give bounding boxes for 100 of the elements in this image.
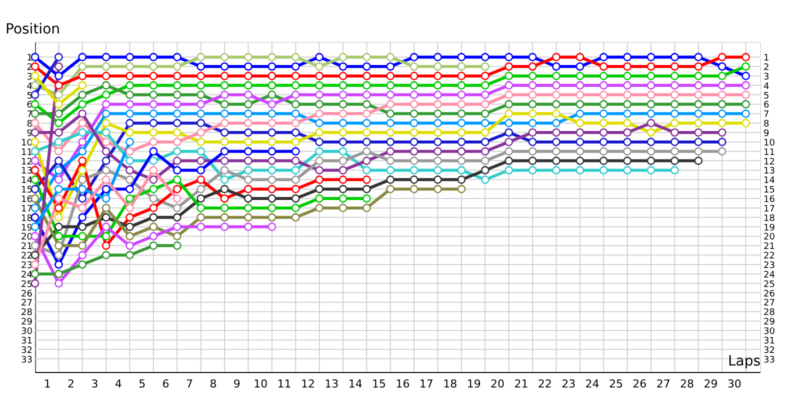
point — [694, 62, 703, 71]
point — [196, 128, 206, 137]
point — [54, 204, 63, 212]
point — [670, 166, 679, 174]
point — [268, 204, 276, 212]
point — [434, 72, 442, 80]
point — [291, 118, 300, 128]
point — [196, 184, 206, 194]
point — [244, 90, 252, 99]
point — [457, 52, 466, 62]
x-tick-label: 2 — [68, 378, 75, 390]
point — [102, 156, 110, 165]
point — [102, 241, 110, 250]
point — [528, 147, 537, 156]
point — [386, 184, 395, 194]
point — [362, 62, 371, 71]
point — [362, 166, 371, 174]
point — [268, 156, 276, 165]
point — [102, 184, 110, 194]
point — [244, 109, 252, 118]
point — [126, 250, 134, 260]
point — [670, 138, 679, 146]
point — [291, 147, 300, 156]
point — [528, 72, 537, 80]
point — [102, 118, 110, 128]
point — [338, 109, 348, 118]
point — [480, 52, 490, 62]
point — [78, 100, 87, 108]
y-tick-label: 21 — [21, 242, 32, 252]
point — [434, 118, 442, 128]
point — [386, 90, 395, 99]
point — [172, 175, 182, 184]
point — [196, 194, 206, 203]
point — [646, 138, 656, 146]
point — [315, 128, 324, 137]
point — [623, 128, 632, 137]
point — [646, 147, 656, 156]
y-tick-label: 30 — [21, 327, 33, 338]
point — [576, 52, 584, 62]
point — [172, 156, 182, 165]
point — [172, 213, 182, 222]
point — [457, 62, 466, 71]
point — [504, 147, 514, 156]
y2-tick-label: 25 — [764, 280, 775, 290]
point — [386, 100, 395, 108]
point — [742, 52, 750, 62]
point — [126, 175, 134, 184]
point — [268, 52, 276, 62]
point — [576, 100, 584, 108]
point — [78, 138, 87, 146]
point — [291, 138, 300, 146]
point — [102, 62, 110, 71]
point — [576, 118, 584, 128]
point — [291, 166, 300, 174]
point — [670, 118, 679, 128]
point — [504, 138, 514, 146]
point — [434, 81, 442, 90]
point — [646, 128, 656, 137]
point — [149, 138, 158, 146]
point — [78, 128, 87, 137]
point — [78, 222, 87, 231]
point — [102, 90, 110, 99]
point — [386, 166, 395, 174]
point — [338, 52, 348, 62]
point — [410, 81, 418, 90]
point — [244, 184, 252, 194]
point — [244, 81, 252, 90]
point — [434, 147, 442, 156]
point — [268, 194, 276, 203]
point — [291, 175, 300, 184]
y2-tick-label: 14 — [764, 176, 776, 186]
point — [291, 128, 300, 137]
point — [646, 166, 656, 174]
point — [54, 128, 63, 137]
point — [126, 194, 134, 203]
point — [338, 175, 348, 184]
point — [220, 100, 229, 108]
point — [670, 147, 679, 156]
point — [457, 109, 466, 118]
point — [196, 72, 206, 80]
point — [54, 184, 63, 194]
point — [457, 81, 466, 90]
point — [268, 72, 276, 80]
point — [552, 118, 560, 128]
point — [718, 90, 726, 99]
point — [742, 118, 750, 128]
point — [220, 166, 229, 174]
x-tick-label: 22 — [538, 378, 552, 390]
x-tick-label: 3 — [91, 378, 98, 390]
point — [126, 52, 134, 62]
point — [244, 138, 252, 146]
point — [386, 118, 395, 128]
point — [576, 156, 584, 165]
point — [599, 90, 608, 99]
point — [149, 109, 158, 118]
point — [102, 194, 110, 203]
point — [315, 72, 324, 80]
point — [268, 222, 276, 231]
x-tick-label: 14 — [348, 378, 362, 390]
point — [410, 128, 418, 137]
